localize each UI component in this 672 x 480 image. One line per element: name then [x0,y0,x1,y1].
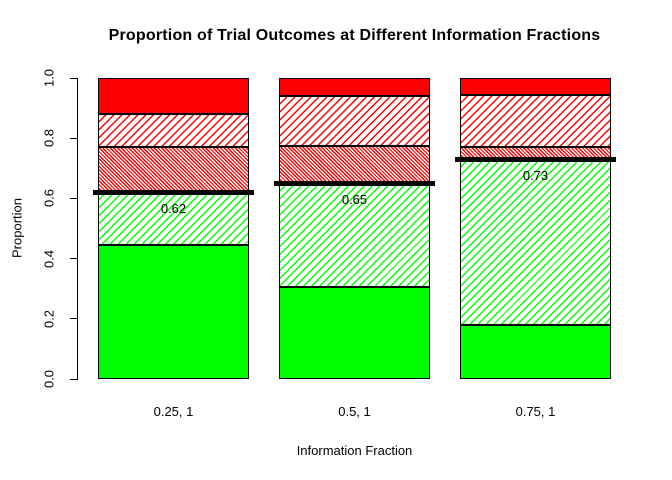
bar-segment-solid-green [460,324,611,379]
x-axis-label: Information Fraction [296,443,413,458]
bar-segment-red-dense-hatched [460,147,611,160]
bar-segment-green-hatched [460,159,611,325]
threshold-label: 0.65 [341,192,368,208]
threshold-line [455,156,616,162]
threshold-line [274,180,435,186]
y-tick-mark [70,318,78,320]
bar-segment-red-hatched [279,96,430,146]
x-tick-label: 0.25, 1 [153,404,194,419]
y-tick-mark [70,258,78,260]
chart-title: Proportion of Trial Outcomes at Differen… [108,27,601,44]
bar-segment-green-hatched [279,183,430,288]
bar-segment-green-hatched [98,192,249,246]
bar-segment-solid-red [279,78,430,97]
y-tick-mark [70,378,78,380]
bar-segment-red-dense-hatched [279,145,430,184]
bar-segment-red-dense-hatched [98,147,249,193]
x-tick-label: 0.5, 1 [338,404,371,419]
threshold-line [93,189,254,195]
y-tick-mark [70,137,78,139]
threshold-label: 0.62 [160,201,187,217]
y-tick-mark [70,77,78,79]
bar-segment-solid-green [98,245,249,379]
threshold-label: 0.73 [522,168,549,184]
bar-segment-solid-red [460,78,611,95]
bar-segment-solid-red [98,78,249,115]
bar-segment-red-hatched [460,94,611,148]
bar-segment-solid-green [279,287,430,379]
x-tick-label: 0.75, 1 [515,404,556,419]
bar-segment-red-hatched [98,114,249,148]
y-tick-mark [70,197,78,199]
y-axis-line [77,78,78,380]
